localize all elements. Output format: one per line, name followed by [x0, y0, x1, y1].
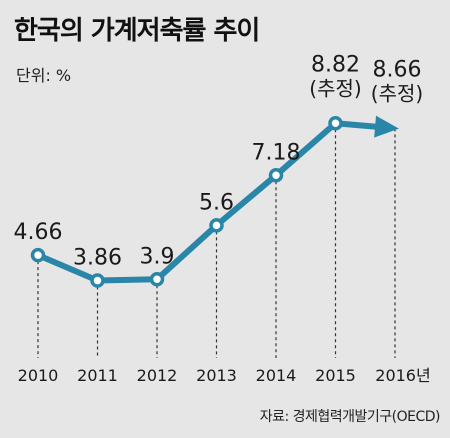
- x-tick-label-2011: 2011: [77, 366, 118, 385]
- data-label-2012: 3.9: [140, 244, 175, 269]
- x-tick-label-2010: 2010: [18, 366, 59, 385]
- data-label-2013: 5.6: [199, 190, 234, 215]
- data-label-2010: 4.66: [14, 220, 63, 245]
- x-tick-label-2012: 2012: [137, 366, 178, 385]
- point-2013: [209, 218, 224, 233]
- source-note: 자료: 경제협력개발기구(OECD): [259, 409, 441, 425]
- chart-title: 한국의 가계저축률 추이: [14, 16, 260, 46]
- data-label-2016년: 8.66: [373, 57, 422, 82]
- point-2010: [30, 247, 46, 263]
- point-2014: [268, 168, 284, 183]
- data-sublabel-2015: (추정): [309, 76, 361, 100]
- data-label-2011: 3.86: [73, 246, 122, 271]
- data-sublabel-2016년: (추정): [371, 81, 423, 105]
- x-tick-label-2013: 2013: [196, 366, 237, 385]
- point-2016년-arrowhead: [374, 115, 399, 138]
- series-line: [35, 120, 339, 284]
- x-tick-label-2016년: 2016년: [375, 366, 430, 385]
- point-2011: [90, 273, 105, 288]
- point-2012: [149, 272, 165, 287]
- data-label-2014: 7.18: [252, 140, 301, 165]
- unit-label: 단위: %: [16, 66, 72, 85]
- x-tick-label-2015: 2015: [315, 366, 356, 385]
- point-2015: [328, 116, 343, 131]
- data-label-2015: 8.82: [311, 52, 360, 77]
- x-tick-label-2014: 2014: [256, 366, 297, 385]
